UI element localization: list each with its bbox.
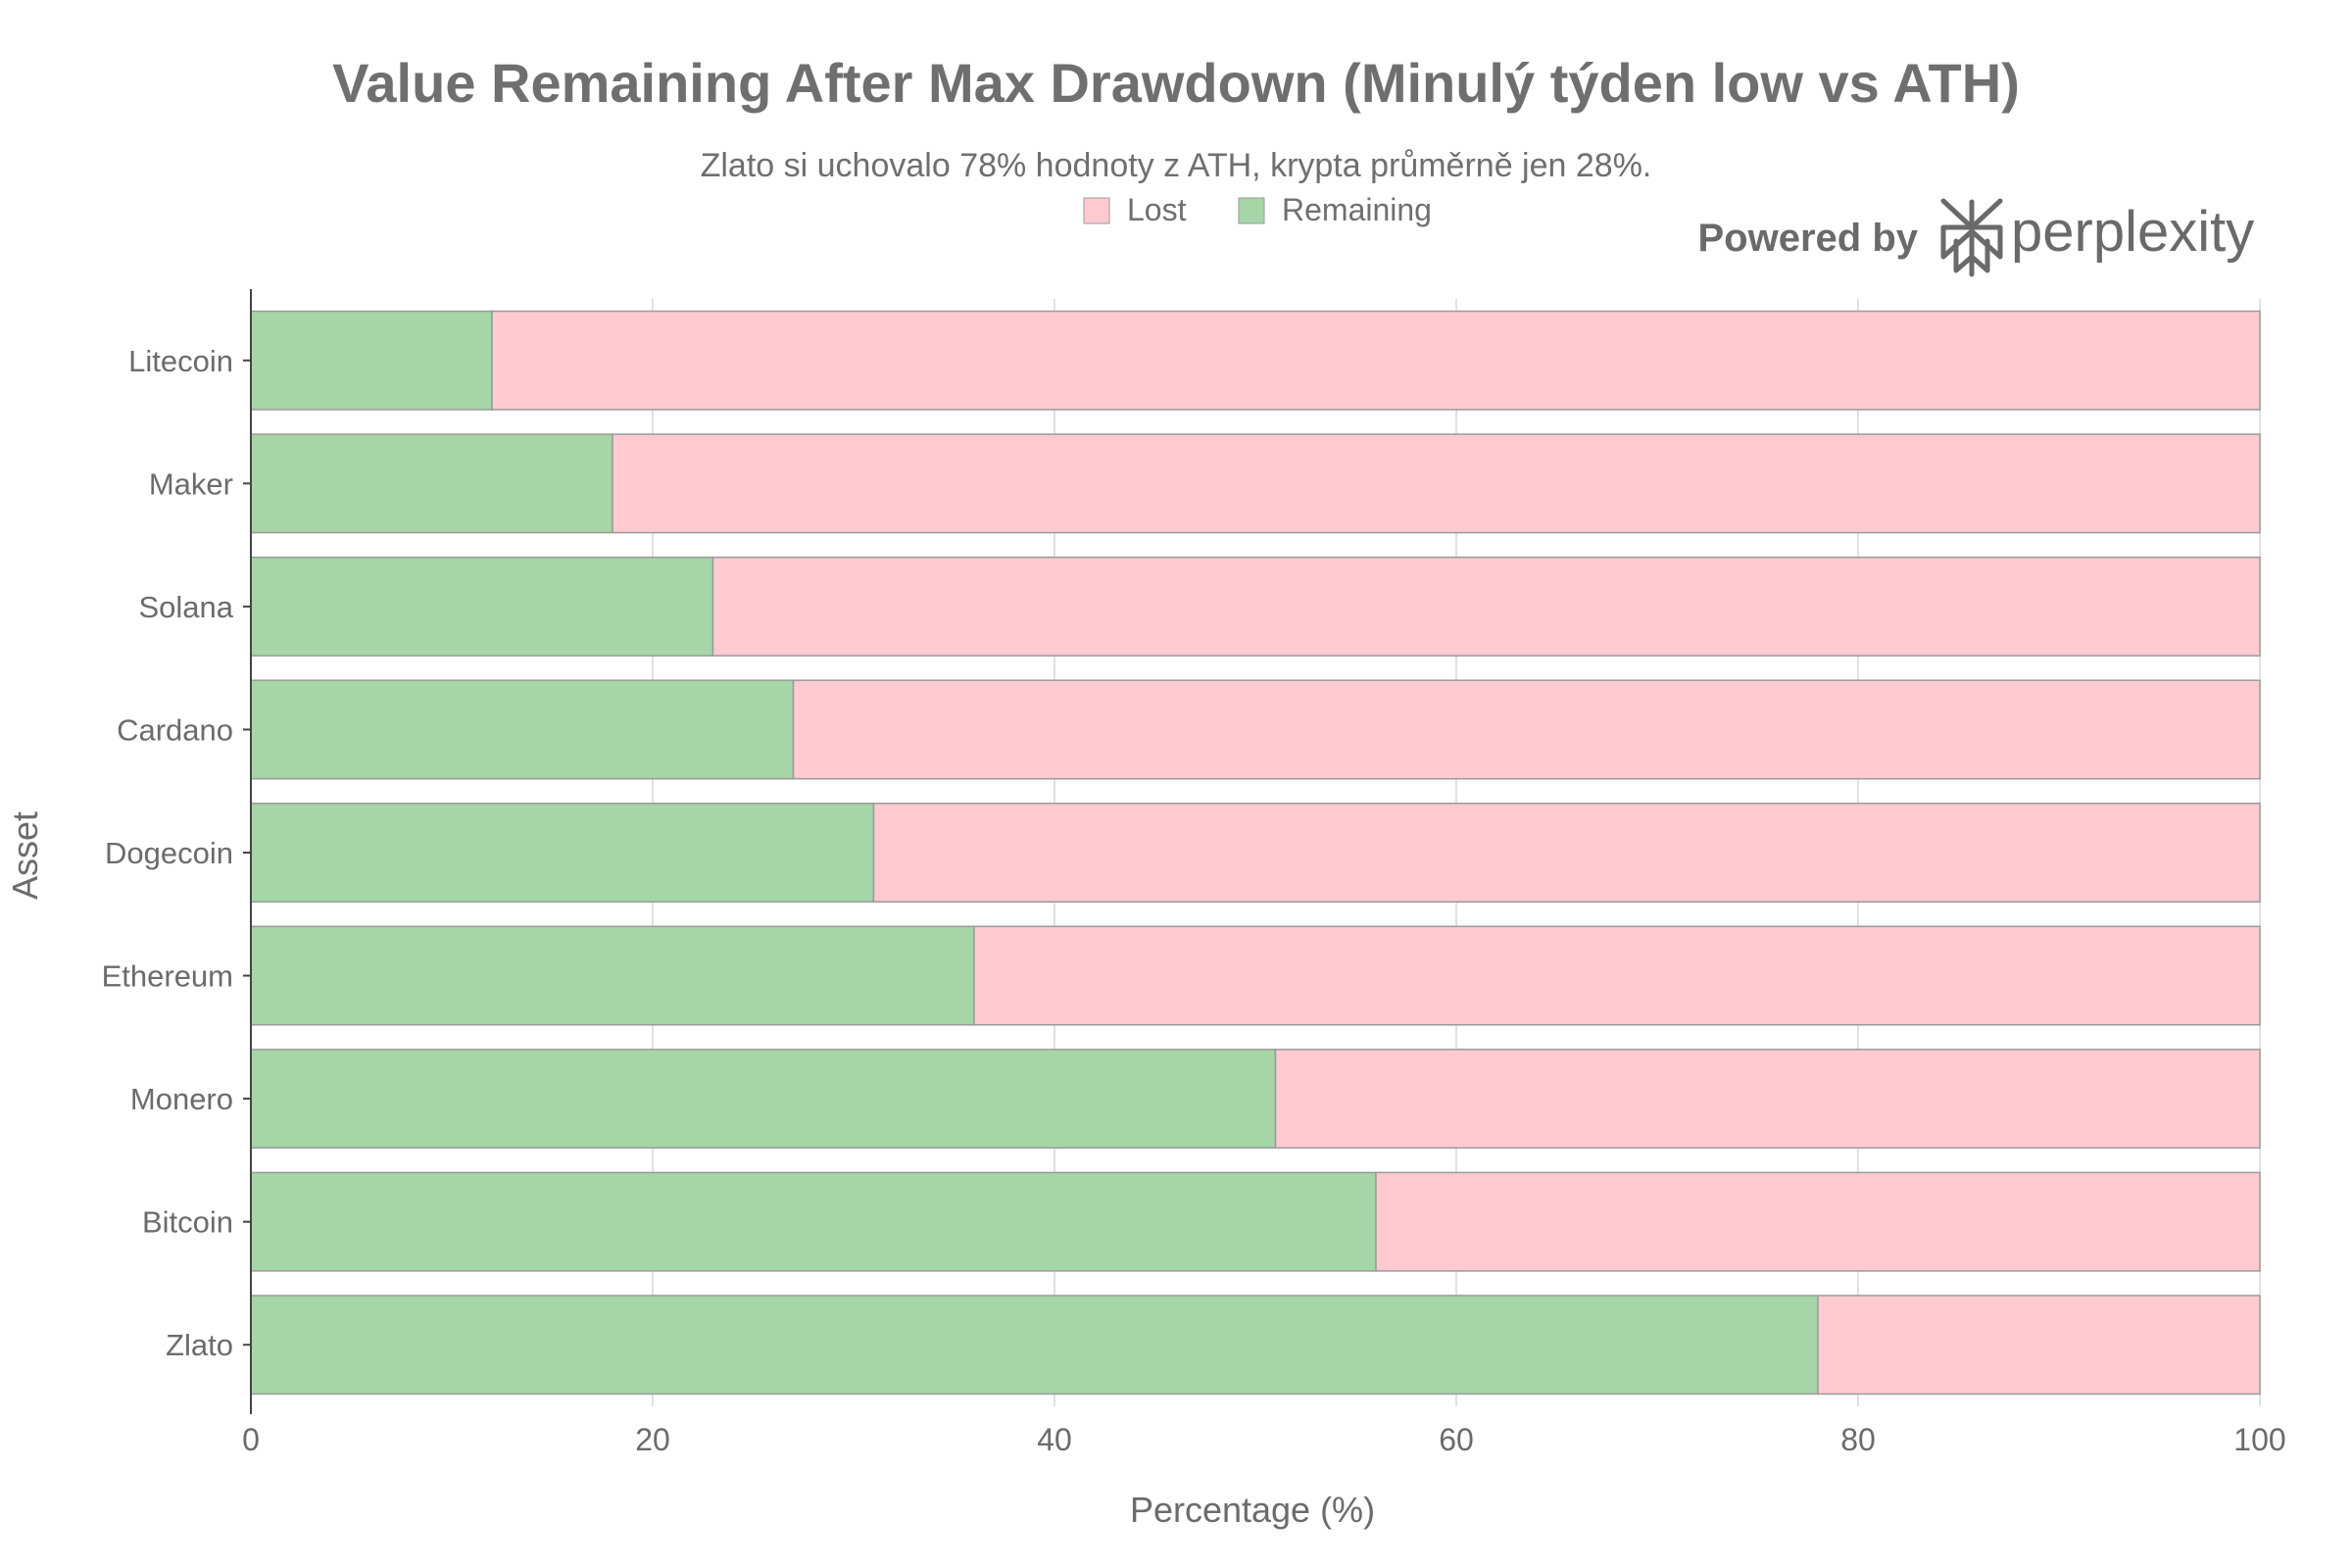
bar-remaining-ethereum [250,925,975,1026]
y-axis-title: Asset [5,811,45,900]
x-tick-label: 40 [1037,1422,1072,1457]
powered-by-perplexity: Powered by perplexity [1697,198,2254,277]
bar-lost-zlato [1817,1295,2261,1396]
y-tick-label: Monero [130,1082,233,1116]
y-tick-label: Dogecoin [105,836,233,870]
legend-swatch-lost [1083,197,1110,224]
bar-lost-dogecoin [872,803,2261,903]
bar-lost-solana [711,556,2261,657]
x-tick-label: 100 [2233,1422,2285,1457]
bar-remaining-litecoin [250,310,493,411]
x-axis: 0 20 40 60 80 100 [242,1422,2286,1457]
powered-by-text: Powered by [1697,217,1918,260]
legend-label-lost: Lost [1127,192,1187,227]
bar-remaining-solana [250,556,714,657]
x-tick-label: 60 [1439,1422,1474,1457]
legend: Lost Remaining [1083,192,1432,227]
y-tick-label: Litecoin [128,344,233,378]
y-tick-label: Ethereum [102,959,233,994]
bar-remaining-cardano [250,679,795,780]
legend-label-remaining: Remaining [1282,192,1432,227]
bar-remaining-maker [250,433,613,534]
bar-lost-cardano [792,679,2261,780]
bar-lost-litecoin [491,310,2261,411]
x-axis-title: Percentage (%) [1130,1490,1375,1530]
bar-remaining-monero [250,1049,1277,1150]
bar-remaining-bitcoin [250,1171,1377,1272]
x-tick-label: 0 [242,1422,260,1457]
x-tick-label: 80 [1840,1422,1876,1457]
perplexity-logo-icon [1940,198,2003,277]
x-tick-label: 20 [635,1422,670,1457]
brand-name-text: perplexity [2011,200,2254,264]
bars-layer [250,310,2261,1396]
chart-title: Value Remaining After Max Drawdown (Minu… [332,52,2020,114]
y-tick-label: Solana [138,590,233,624]
plot-area: Litecoin Maker Solana Cardano Dogecoin Ethere… [102,289,2286,1457]
y-axis: Litecoin Maker Solana Cardano Dogecoin Ethere… [102,289,252,1414]
bar-remaining-zlato [250,1295,1819,1396]
chart-subtitle: Zlato si uchovalo 78% hodnoty z ATH, kry… [701,147,1652,184]
y-tick-label: Cardano [117,712,233,747]
bar-lost-maker [612,433,2261,534]
y-tick-label: Maker [149,466,233,501]
legend-swatch-remaining [1238,197,1265,224]
y-tick-label: Zlato [166,1328,233,1362]
bar-lost-monero [1274,1049,2261,1150]
y-tick-label: Bitcoin [142,1205,233,1240]
bar-remaining-dogecoin [250,803,875,903]
bar-lost-bitcoin [1375,1171,2261,1272]
bar-lost-ethereum [973,925,2261,1026]
